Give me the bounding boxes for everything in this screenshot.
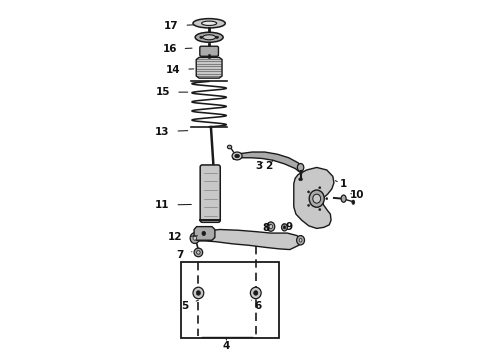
Ellipse shape	[232, 152, 242, 160]
Text: 8: 8	[262, 224, 270, 233]
Ellipse shape	[319, 208, 321, 211]
Ellipse shape	[309, 190, 324, 207]
Text: 10: 10	[350, 190, 364, 200]
Ellipse shape	[201, 21, 217, 26]
Text: 11: 11	[155, 200, 191, 210]
Text: 14: 14	[166, 64, 194, 75]
Polygon shape	[294, 167, 334, 228]
Text: 6: 6	[251, 300, 262, 311]
Ellipse shape	[235, 154, 240, 158]
Ellipse shape	[202, 231, 205, 235]
Text: 3: 3	[255, 161, 263, 171]
Polygon shape	[194, 226, 215, 240]
Ellipse shape	[299, 178, 302, 181]
Text: 13: 13	[155, 127, 188, 136]
Ellipse shape	[196, 291, 200, 295]
Ellipse shape	[319, 186, 321, 189]
Text: 2: 2	[265, 160, 273, 171]
Ellipse shape	[203, 35, 216, 40]
Ellipse shape	[299, 238, 302, 242]
Ellipse shape	[227, 145, 232, 149]
Text: 5: 5	[181, 300, 198, 311]
Ellipse shape	[326, 198, 328, 200]
Polygon shape	[233, 152, 303, 174]
Ellipse shape	[200, 36, 203, 39]
Bar	[181, 262, 279, 338]
Text: 16: 16	[163, 44, 192, 54]
Text: 9: 9	[284, 222, 293, 232]
Ellipse shape	[296, 235, 304, 245]
FancyBboxPatch shape	[200, 46, 219, 56]
Ellipse shape	[269, 225, 272, 229]
Ellipse shape	[193, 19, 225, 28]
Ellipse shape	[313, 194, 320, 203]
Ellipse shape	[195, 32, 223, 42]
Ellipse shape	[193, 287, 204, 299]
Text: 1: 1	[335, 179, 347, 189]
Ellipse shape	[193, 236, 196, 240]
Text: 15: 15	[156, 87, 188, 97]
Ellipse shape	[216, 36, 219, 39]
Ellipse shape	[190, 233, 199, 243]
Polygon shape	[191, 229, 302, 249]
Ellipse shape	[283, 226, 286, 229]
Text: 17: 17	[164, 21, 194, 31]
Ellipse shape	[308, 204, 310, 207]
Ellipse shape	[196, 251, 200, 254]
Text: 4: 4	[222, 338, 230, 351]
Ellipse shape	[352, 200, 355, 204]
Ellipse shape	[341, 195, 346, 202]
Polygon shape	[196, 57, 222, 78]
Ellipse shape	[194, 248, 203, 257]
Ellipse shape	[282, 224, 287, 231]
Ellipse shape	[267, 222, 275, 231]
Ellipse shape	[308, 191, 310, 193]
Ellipse shape	[250, 287, 261, 299]
Text: 7: 7	[176, 249, 192, 260]
Ellipse shape	[254, 291, 258, 295]
Text: 12: 12	[168, 232, 197, 242]
FancyBboxPatch shape	[200, 165, 220, 222]
Ellipse shape	[297, 163, 304, 171]
